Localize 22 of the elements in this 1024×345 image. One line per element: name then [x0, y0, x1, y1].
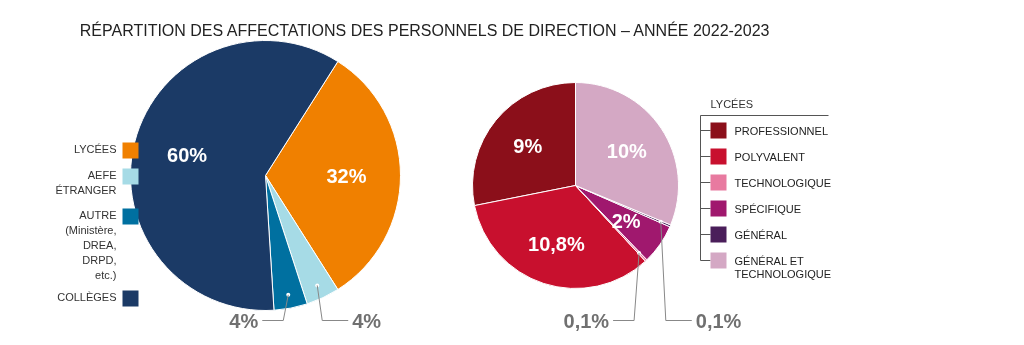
legend-label: PROFESSIONNEL: [734, 124, 829, 137]
data-label: 32%: [326, 164, 367, 187]
legend-label: LYCÉES: [73, 142, 117, 155]
data-label: 2%: [611, 209, 641, 232]
data-label: 60%: [167, 144, 208, 167]
legend-label: POLYVALENT: [734, 150, 806, 163]
data-label: 9%: [513, 135, 543, 158]
legend-label: SPÉCIFIQUE: [734, 202, 802, 215]
legend-label: TECHNOLOGIQUE: [734, 176, 832, 189]
data-label: 4%: [352, 309, 382, 332]
chart-title: RÉPARTITION DES AFFECTATIONS DES PERSONNELS DE DIRECTION – ANNÉE 2022-2023: [79, 21, 770, 39]
legend-label: AUTRE (Ministère, DREA, DRPD, etc.): [65, 208, 117, 281]
legend-label: GÉNÉRAL: [734, 228, 788, 241]
legend-label: GÉNÉRAL ET TECHNOLOGIQUE: [734, 254, 832, 280]
data-label: 10%: [606, 140, 648, 163]
legend-label: COLLÈGES: [57, 290, 117, 303]
legend-title: LYCÉES: [710, 97, 754, 110]
data-label: 4%: [229, 309, 259, 332]
data-label: 0,1%: [695, 309, 742, 332]
legend-label: AEFE ÉTRANGER: [55, 168, 117, 196]
data-label: 0,1%: [563, 309, 610, 332]
data-label: 10,8%: [528, 233, 585, 256]
